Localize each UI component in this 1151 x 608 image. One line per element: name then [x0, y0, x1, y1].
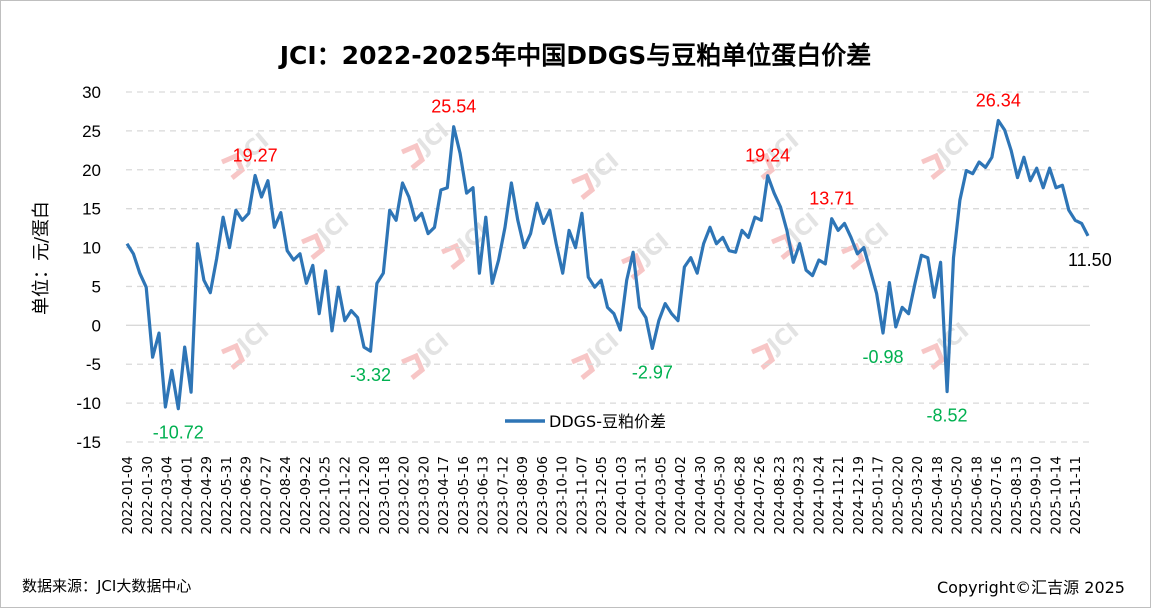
watermark-logo-mark: [751, 152, 776, 180]
data-label: 25.54: [431, 97, 476, 117]
data-label: 26.34: [976, 90, 1021, 110]
data-source: 数据来源：JCI大数据中心: [22, 577, 192, 595]
series-line-ddgs-soymeal-spread: [125, 118, 1090, 411]
x-tick-label: 2022-03-04: [160, 456, 176, 534]
x-tick-label: 2024-04-02: [673, 456, 689, 534]
x-tick-label: 2024-05-30: [713, 456, 729, 534]
x-tick-label: 2022-11-22: [337, 456, 353, 534]
x-tick-label: 2024-11-21: [831, 456, 847, 534]
x-tick-label: 2025-01-17: [871, 456, 887, 534]
watermark-logo-mark: [571, 352, 596, 380]
x-tick-label: 2022-06-29: [239, 456, 255, 534]
x-tick-label: 2025-04-18: [930, 456, 946, 534]
copyright: Copyright©汇吉源 2025: [937, 578, 1125, 597]
x-tick-label: 2025-02-20: [890, 456, 906, 534]
data-label: 19.24: [745, 146, 790, 166]
x-tick-label: 2024-03-05: [653, 456, 669, 534]
data-label: -8.52: [927, 406, 968, 426]
x-tick-label: 2025-05-20: [950, 456, 966, 534]
chart-title: JCI：2022-2025年中国DDGS与豆粕单位蛋白价差: [279, 41, 872, 70]
x-tick-label: 2025-03-20: [910, 456, 926, 534]
y-tick-label: 30: [82, 83, 101, 102]
x-tick-label: 2023-01-18: [377, 456, 393, 534]
x-tick-label: 2023-07-12: [495, 456, 511, 534]
y-tick-label: -15: [76, 433, 101, 452]
data-label: -10.72: [153, 423, 204, 443]
x-tick-label: 2024-08-23: [772, 456, 788, 534]
x-tick-label: 2024-01-03: [614, 456, 630, 534]
x-tick-label: 2022-04-01: [179, 456, 195, 534]
watermark-logo-mark: [441, 242, 466, 270]
watermark-logo-mark: [921, 152, 946, 180]
x-tick-label: 2025-10-14: [1048, 456, 1064, 534]
x-tick-label: 2025-09-10: [1029, 456, 1045, 534]
watermark-logo-mark: [221, 152, 246, 180]
x-tick-label: 2022-07-27: [258, 456, 274, 534]
y-tick-label: 25: [82, 122, 101, 141]
watermark-logo-mark: [841, 242, 866, 270]
x-tick-label: 2022-04-29: [199, 456, 215, 534]
y-tick-label: 5: [92, 277, 101, 296]
watermark-logo-mark: [301, 232, 326, 260]
x-tick-label: 2023-03-20: [416, 456, 432, 534]
x-tick-label: 2022-01-30: [140, 456, 156, 534]
x-tick-label: 2023-10-10: [555, 456, 571, 534]
y-tick-label: -10: [76, 394, 101, 413]
data-label: -0.98: [862, 347, 903, 367]
x-tick-label: 2022-12-20: [357, 456, 373, 534]
x-tick-label: 2022-10-25: [318, 456, 334, 534]
x-tick-label: 2025-08-13: [1009, 456, 1025, 534]
x-tick-label: 2025-06-18: [969, 456, 985, 534]
x-tick-label: 2023-06-13: [476, 456, 492, 534]
x-tick-label: 2024-12-19: [851, 456, 867, 534]
x-tick-label: 2024-01-31: [634, 456, 650, 534]
x-tick-label: 2023-12-05: [594, 456, 610, 534]
x-tick-label: 2023-09-06: [535, 456, 551, 534]
data-label: 13.71: [809, 189, 854, 209]
watermark-logo-mark: [401, 352, 426, 380]
y-tick-label: 15: [82, 200, 101, 219]
x-tick-label: 2022-01-04: [120, 456, 136, 534]
x-tick-label: 2024-10-24: [811, 456, 827, 534]
x-tick-label: 2025-07-16: [989, 456, 1005, 534]
x-tick-label: 2024-04-30: [693, 456, 709, 534]
y-tick-label: -5: [86, 355, 101, 374]
y-tick-label: 10: [82, 239, 101, 258]
x-tick-label: 2023-05-16: [456, 456, 472, 534]
data-label: -2.97: [632, 362, 673, 382]
watermark-logo-mark: [921, 342, 946, 370]
data-label: 11.50: [1068, 250, 1112, 270]
data-label: -3.32: [350, 365, 391, 385]
x-tick-label: 2023-11-07: [574, 456, 590, 534]
legend-label: DDGS-豆粕价差: [549, 412, 666, 431]
x-tick-label: 2023-08-09: [515, 456, 531, 534]
y-tick-label: 20: [82, 161, 101, 180]
x-tick-label: 2022-05-31: [219, 456, 235, 534]
watermark-logo-mark: [571, 172, 596, 200]
x-tick-label: 2022-09-22: [298, 456, 314, 534]
data-label: 19.27: [233, 145, 278, 165]
x-tick-label: 2024-06-28: [732, 456, 748, 534]
x-tick-label: 2025-11-11: [1068, 456, 1084, 534]
x-tick-label: 2023-02-20: [397, 456, 413, 534]
x-tick-label: 2023-04-17: [436, 456, 452, 534]
x-tick-label: 2022-08-24: [278, 456, 294, 534]
watermark-logo-mark: [401, 142, 426, 170]
y-tick-label: 0: [92, 316, 101, 335]
x-tick-label: 2024-09-23: [792, 456, 808, 534]
x-tick-label: 2024-07-26: [752, 456, 768, 534]
